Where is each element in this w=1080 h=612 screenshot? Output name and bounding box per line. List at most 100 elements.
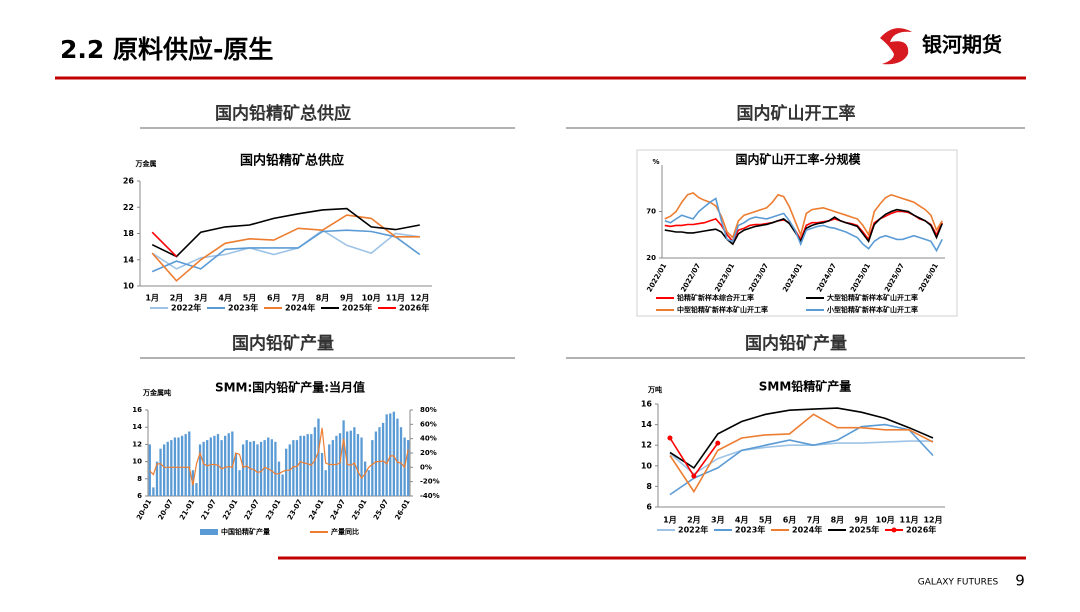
bar [371, 440, 374, 496]
series-line [151, 231, 178, 258]
y-tick-label: 26 [123, 177, 135, 186]
bar [385, 414, 388, 496]
x-tick-label: 4月 [735, 516, 749, 525]
bar [270, 439, 273, 496]
bar [342, 420, 345, 496]
x-tick-label: 2024/07 [815, 262, 838, 294]
bar [360, 437, 363, 496]
series-line [664, 210, 943, 243]
y-tick-label: 6 [137, 492, 142, 500]
series-marker [691, 473, 697, 479]
section-heading: 国内铅精矿总供应 [215, 103, 351, 124]
x-tick-label: 3月 [711, 516, 725, 525]
series-line [664, 197, 943, 253]
x-tick-label: 7月 [291, 294, 305, 303]
bar [306, 434, 309, 496]
x-tick-label: 8月 [831, 516, 845, 525]
legend-label: 2026年 [906, 525, 936, 535]
bar [396, 418, 399, 496]
legend-label: 2024年 [285, 303, 315, 313]
logo-icon [880, 28, 912, 65]
x-tick-label: 3月 [194, 294, 208, 303]
series-line [664, 191, 943, 239]
y-tick-label: 16 [132, 406, 142, 414]
y-tick-label: 18 [123, 229, 135, 238]
y-tick-label: 10 [132, 458, 142, 466]
bar [353, 427, 356, 496]
bar [188, 431, 191, 496]
legend-label: 2026年 [399, 303, 429, 313]
y-tick-label: 12 [132, 440, 142, 448]
x-tick-label: 8月 [316, 294, 330, 303]
x-tick-label: 11月 [900, 516, 919, 525]
y2-tick-label: -20% [420, 478, 440, 486]
x-tick-label: 2026/01 [917, 262, 940, 294]
y-axis-label: 万金属 [135, 159, 157, 168]
bar [213, 435, 216, 496]
legend-label: 2022年 [171, 303, 201, 313]
legend-label: 中国铅精矿产量 [221, 527, 270, 536]
x-tick-label: 2月 [687, 516, 701, 525]
x-tick-label: 20-01 [135, 498, 153, 522]
series-line [151, 229, 421, 273]
section-heading: 国内铅矿产量 [745, 333, 847, 354]
x-tick-label: 20-07 [157, 498, 175, 522]
y-tick-label: 8 [646, 482, 652, 491]
bar [209, 437, 212, 496]
y-tick-label: 14 [132, 423, 142, 431]
y-tick-label: 14 [123, 255, 135, 264]
legend-label: 2022年 [678, 525, 708, 535]
x-tick-label: 12月 [410, 294, 429, 303]
x-tick-label: 7月 [807, 516, 821, 525]
bar [324, 470, 327, 496]
y2-tick-label: 60% [420, 420, 437, 428]
chart-title: SMM铅精矿产量 [759, 379, 852, 394]
x-tick-label: 12月 [923, 516, 942, 525]
series-line [151, 207, 420, 258]
bar [159, 448, 162, 496]
bar [302, 435, 306, 496]
x-tick-label: 9月 [340, 294, 354, 303]
x-tick-label: 24-07 [329, 498, 347, 522]
bar [163, 444, 166, 496]
x-tick-label: 1月 [145, 294, 159, 303]
x-tick-label: 2023/01 [713, 262, 736, 294]
series-marker [667, 435, 673, 441]
logo-text: 银河期货 [922, 33, 1002, 57]
x-tick-label: 2月 [170, 294, 184, 303]
bar [299, 435, 302, 496]
chart-frame [636, 149, 958, 317]
series-marker [715, 440, 721, 446]
bar [206, 440, 209, 496]
y-tick-label: 20 [646, 254, 656, 262]
y2-tick-label: -40% [420, 492, 440, 500]
x-tick-label: 6月 [267, 294, 281, 303]
chart-title: 国内铅精矿总供应 [240, 153, 344, 169]
legend-label: 2023年 [228, 303, 258, 313]
y-tick-label: 8 [137, 475, 142, 483]
legend-marker [891, 527, 897, 533]
bar [295, 440, 299, 496]
bar [259, 441, 263, 496]
legend-swatch [200, 529, 218, 535]
bar [241, 444, 245, 496]
legend-label: 2025年 [342, 303, 372, 313]
bar [313, 427, 317, 496]
x-tick-label: 6月 [783, 516, 797, 525]
footer-brand: GALAXY FUTURES [918, 578, 999, 588]
x-tick-label: 21-07 [200, 498, 218, 522]
bar [184, 434, 187, 496]
legend-label: 大型铅精矿新样本矿山开工率 [827, 293, 918, 302]
chart-title: SMM:国内铅矿产量:当月值 [215, 380, 365, 395]
bar [328, 444, 331, 496]
bar [245, 440, 248, 496]
y-tick-label: 14 [641, 420, 653, 429]
y2-tick-label: 80% [420, 406, 437, 414]
bar [285, 448, 288, 496]
bar [399, 427, 403, 496]
section-heading: 国内铅矿产量 [232, 333, 334, 354]
y-tick-label: 6 [646, 503, 652, 512]
bar [374, 431, 378, 496]
legend-label: 2024年 [792, 525, 822, 535]
bar [155, 461, 159, 496]
